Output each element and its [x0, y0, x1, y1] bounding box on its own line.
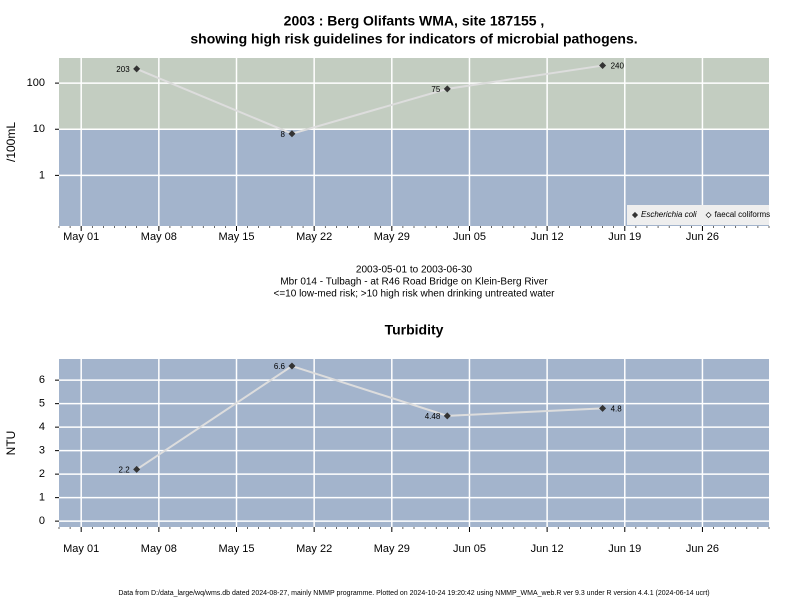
data-label: 240: [611, 62, 625, 71]
x-tick-label: May 01: [63, 543, 99, 555]
x-tick-label: May 22: [296, 231, 332, 243]
y-tick-label: 2: [39, 468, 45, 480]
x-tick-label: May 15: [218, 231, 254, 243]
y-tick-label: 5: [39, 398, 45, 410]
y-tick-label: 1: [39, 492, 45, 504]
footer: Data from D:/data_large/wq/wms.db dated …: [118, 590, 709, 597]
data-label: 8: [281, 130, 286, 139]
x-tick-label: May 22: [296, 543, 332, 555]
x-tick-label: May 08: [141, 543, 177, 555]
x-tick-label: May 29: [374, 543, 410, 555]
data-label: 4.48: [425, 412, 441, 421]
x-tick-label: May 29: [374, 231, 410, 243]
x-tick-label: Jun 12: [531, 231, 564, 243]
legend-label: Escherichia coli: [641, 210, 697, 219]
point: [443, 412, 451, 420]
y-tick-label: 6: [39, 374, 45, 386]
point: [288, 362, 296, 370]
x-tick-label: Jun 12: [531, 543, 564, 555]
data-label: 6.6: [274, 362, 286, 371]
y-tick-label: 10: [33, 123, 45, 135]
y-axis-label: /100mL: [4, 122, 18, 162]
x-tick-label: May 15: [218, 543, 254, 555]
subtitle: 2003-05-01 to 2003-06-30: [356, 265, 473, 276]
high-risk-band: [59, 58, 769, 130]
series-line: [136, 364, 603, 471]
legend-label: faecal coliforms: [715, 210, 771, 219]
x-tick-label: Jun 26: [686, 543, 719, 555]
chart-title: Turbidity: [385, 322, 444, 338]
data-label: 2.2: [119, 466, 131, 475]
y-tick-label: 100: [27, 77, 45, 89]
point: [599, 62, 607, 70]
x-tick-label: Jun 19: [608, 543, 641, 555]
chart-title: 2003 : Berg Olifants WMA, site 187155 ,: [284, 13, 545, 29]
legend: Escherichia coli faecal coliforms: [627, 205, 770, 225]
point: [133, 465, 141, 473]
y-tick-label: 0: [39, 515, 45, 527]
point: [288, 130, 296, 138]
point: [599, 404, 607, 412]
legend-box: [627, 205, 769, 225]
series-line: [136, 64, 603, 135]
subtitle: <=10 low-med risk; >10 high risk when dr…: [274, 289, 556, 300]
data-label: 203: [116, 65, 130, 74]
subtitle: Mbr 014 - Tulbagh - at R46 Road Bridge o…: [280, 277, 548, 288]
point: [133, 65, 141, 73]
x-tick-label: Jun 05: [453, 231, 486, 243]
point: [443, 85, 451, 93]
x-tick-label: Jun 26: [686, 231, 719, 243]
y-tick-label: 1: [39, 169, 45, 181]
x-tick-label: May 01: [63, 231, 99, 243]
y-tick-label: 3: [39, 445, 45, 457]
x-tick-label: Jun 19: [608, 231, 641, 243]
y-tick-label: 4: [39, 421, 45, 433]
legend-marker: [631, 211, 639, 219]
legend-marker: [705, 211, 712, 219]
y-axis-label: NTU: [4, 431, 18, 456]
data-label: 4.8: [611, 404, 623, 413]
x-tick-label: Jun 05: [453, 543, 486, 555]
chart-title: showing high risk guidelines for indicat…: [190, 31, 637, 47]
data-label: 75: [431, 85, 440, 94]
x-tick-label: May 08: [141, 231, 177, 243]
plot-background: [59, 359, 769, 527]
